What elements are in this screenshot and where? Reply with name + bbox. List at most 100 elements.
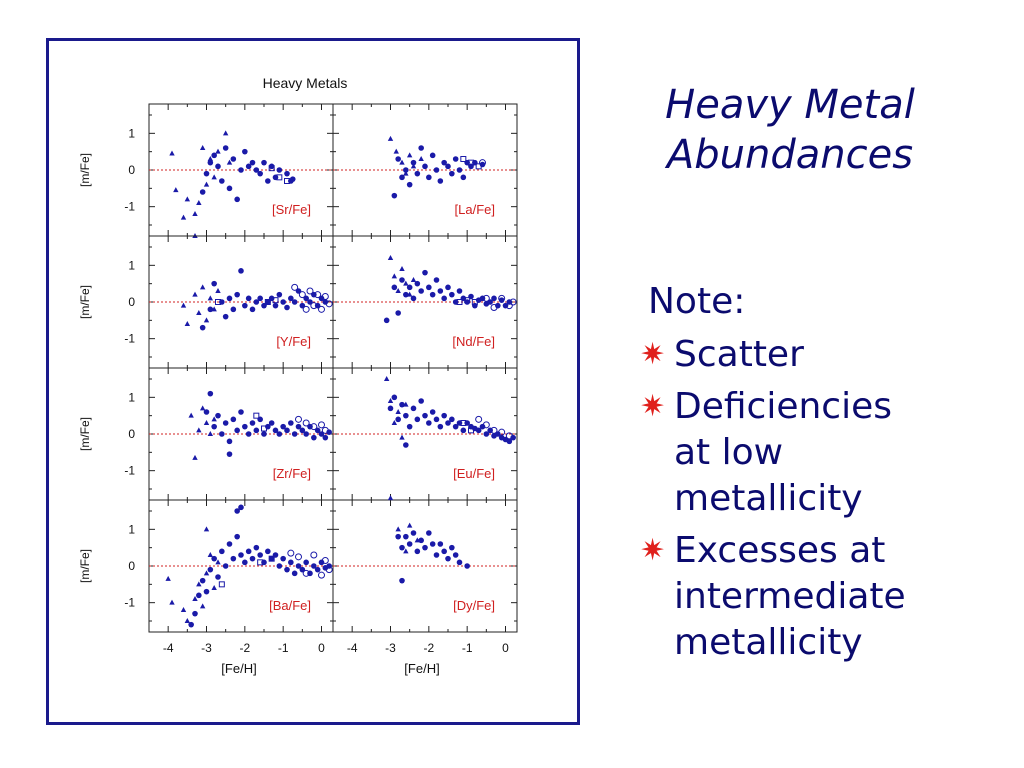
data-point-open-circle [325, 300, 333, 308]
panel-label: [Sr/Fe] [272, 202, 311, 217]
data-point-circle [395, 416, 401, 423]
data-point-open-circle [302, 305, 310, 313]
data-point-circle [475, 427, 482, 434]
data-point-circle [284, 170, 290, 177]
chart-panel: [La/Fe] [332, 103, 518, 237]
data-point-circle [284, 427, 290, 434]
data-point-circle [222, 145, 229, 151]
data-point-square [460, 156, 467, 162]
data-point-circle [399, 544, 405, 551]
data-point-circle [268, 555, 275, 562]
data-point-triangle [180, 214, 187, 220]
data-point-circle [291, 570, 298, 577]
data-point-triangle [199, 145, 206, 150]
data-point-circle [203, 170, 210, 177]
data-point-triangle [399, 159, 405, 165]
data-point-triangle [196, 427, 202, 433]
data-point-circle [311, 434, 317, 441]
data-point-square [464, 297, 471, 304]
panel-label: [Ba/Fe] [269, 598, 311, 613]
data-point-circle [211, 555, 217, 562]
data-point-square [268, 555, 275, 562]
data-point-circle [272, 427, 279, 434]
data-point-circle [429, 541, 436, 547]
data-point-triangle [192, 454, 198, 460]
data-point-circle [234, 427, 240, 434]
heavy-metals-chart: Heavy Metals [Fe/H] [Fe/H] 1 0 -1 [m/Fe] [Sr… [78, 75, 518, 676]
data-point-triangle [173, 187, 179, 193]
data-point-circle [449, 416, 455, 423]
data-point-triangle [203, 570, 210, 576]
data-point-circle [441, 412, 447, 419]
data-point-circle [249, 159, 256, 166]
data-point-circle [391, 284, 398, 291]
data-point-triangle [211, 174, 217, 180]
chart-panel: 1 0 -1 [m/Fe] [Sr/Fe] [78, 103, 334, 238]
data-point-circle [422, 544, 428, 551]
red-asterisk-icon: ✷ [640, 533, 666, 568]
data-point-square [460, 420, 467, 426]
data-point-triangle [192, 211, 198, 216]
data-point-triangle [387, 398, 394, 403]
data-point-triangle [203, 181, 210, 187]
panel-label: [Eu/Fe] [453, 466, 495, 481]
x-axis-label-left: [Fe/H] [221, 661, 256, 676]
data-point-square [264, 299, 271, 305]
data-point-triangle [199, 284, 206, 290]
data-point-circle [406, 284, 413, 291]
data-point-circle [445, 555, 451, 562]
bullet-text: metallicity [674, 622, 863, 663]
bullet-text: Excesses at [674, 530, 886, 571]
data-point-open-circle [475, 415, 483, 423]
y-tick-label: 1 [128, 522, 135, 536]
data-point-circle [249, 306, 256, 313]
data-point-triangle [215, 559, 221, 565]
chart-panel: 1 0 -1 [m/Fe] -4 -3 -2 -1 0 [Ba/Fe] [78, 499, 334, 655]
data-point-square [268, 165, 275, 172]
data-point-circle [445, 420, 451, 426]
data-point-circle [291, 431, 298, 437]
y-tick-label: 0 [128, 427, 135, 441]
panel-label: [La/Fe] [455, 202, 495, 217]
data-point-circle [288, 420, 294, 426]
data-point-triangle [399, 434, 405, 440]
data-point-circle [426, 174, 432, 181]
data-point-triangle [203, 420, 210, 425]
data-point-circle [199, 189, 206, 195]
data-point-triangle [169, 150, 175, 156]
bullet-text: Deficiencies [674, 386, 893, 427]
data-point-circle [280, 555, 286, 562]
data-point-triangle [222, 130, 229, 136]
data-point-circle [188, 621, 194, 628]
data-point-open-circle [490, 426, 498, 434]
data-point-open-circle [482, 294, 490, 302]
y-axis-label: [m/Fe] [78, 417, 92, 451]
figure-frame: Heavy Metals [Fe/H] [Fe/H] 1 0 -1 [m/Fe] [Sr… [46, 38, 580, 725]
bullet-item: ✷ Excesses at intermediate metallicity [638, 528, 1018, 666]
y-tick-label: 0 [128, 295, 135, 309]
data-point-circle [468, 293, 474, 300]
y-tick-label: 1 [128, 258, 135, 272]
data-point-circle [441, 548, 447, 555]
data-point-circle [441, 295, 447, 302]
data-point-circle [399, 174, 405, 181]
data-point-open-circle [287, 549, 295, 557]
data-point-triangle [184, 196, 191, 202]
data-point-circle [429, 152, 436, 159]
data-point-circle [226, 438, 233, 445]
data-point-circle [268, 163, 275, 170]
data-point-open-circle [505, 302, 513, 310]
data-point-circle [265, 178, 271, 184]
data-point-triangle [406, 522, 413, 528]
panels-layer: 1 0 -1 [m/Fe] [Sr/Fe] [La/Fe] 1 0 -1 [m/Fe] [Y/Fe]… [78, 103, 518, 655]
data-point-circle [215, 412, 221, 419]
data-point-circle [449, 291, 455, 298]
data-point-circle [422, 412, 428, 419]
data-point-square [218, 581, 225, 588]
data-point-circle [226, 185, 233, 192]
data-point-circle [207, 390, 214, 397]
data-point-circle [253, 544, 260, 551]
data-point-circle [452, 156, 459, 162]
data-point-circle [410, 530, 417, 536]
panel-label: [Dy/Fe] [453, 598, 495, 613]
